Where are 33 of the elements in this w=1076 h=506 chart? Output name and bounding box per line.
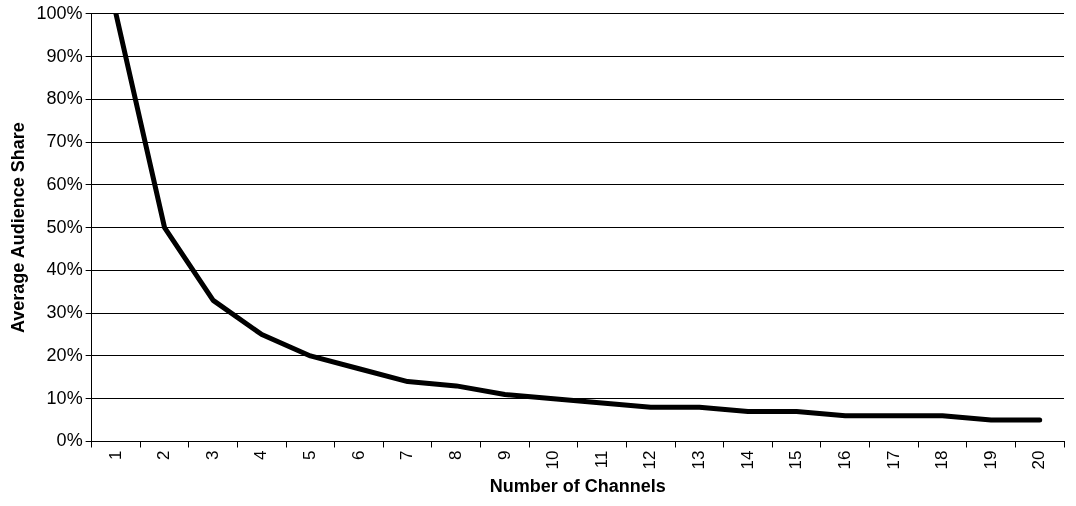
x-tick-label: 1 <box>105 450 125 460</box>
x-tick-label: 3 <box>202 450 222 460</box>
x-tick-label: 19 <box>980 450 1000 470</box>
x-tick-label: 4 <box>251 450 271 460</box>
y-axis-title: Average Audience Share <box>7 122 28 334</box>
x-tick-label: 14 <box>737 450 757 470</box>
x-tick-label: 11 <box>591 450 611 469</box>
x-tick-label: 6 <box>348 450 368 460</box>
x-tick-label: 16 <box>834 450 854 470</box>
x-tick-label: 5 <box>300 450 320 460</box>
x-tick-label: 18 <box>932 450 952 470</box>
x-tick-label: 9 <box>494 450 514 460</box>
x-tick-label: 13 <box>689 450 709 470</box>
y-tick-label: 30% <box>46 302 83 323</box>
x-tick-label: 7 <box>397 450 417 460</box>
y-tick-label: 50% <box>46 216 83 237</box>
y-tick-label: 40% <box>46 259 83 280</box>
y-tick-label: 90% <box>46 45 83 66</box>
x-tick-label: 2 <box>154 450 174 460</box>
x-tick-label: 20 <box>1029 450 1049 470</box>
y-tick-label: 20% <box>46 344 83 365</box>
x-tick-label: 12 <box>640 450 660 470</box>
y-tick-label: 70% <box>46 131 83 152</box>
y-tick-label: 60% <box>46 173 83 194</box>
y-tick-label: 0% <box>56 430 83 451</box>
y-tick-label: 100% <box>36 2 83 23</box>
y-tick-label: 10% <box>46 387 83 408</box>
x-tick-label: 15 <box>786 450 806 470</box>
x-axis-title: Number of Channels <box>489 476 666 497</box>
x-tick-label: 8 <box>445 450 465 460</box>
x-tick-label: 17 <box>883 450 903 470</box>
y-tick-label: 80% <box>46 88 83 109</box>
x-tick-label: 10 <box>543 450 563 470</box>
